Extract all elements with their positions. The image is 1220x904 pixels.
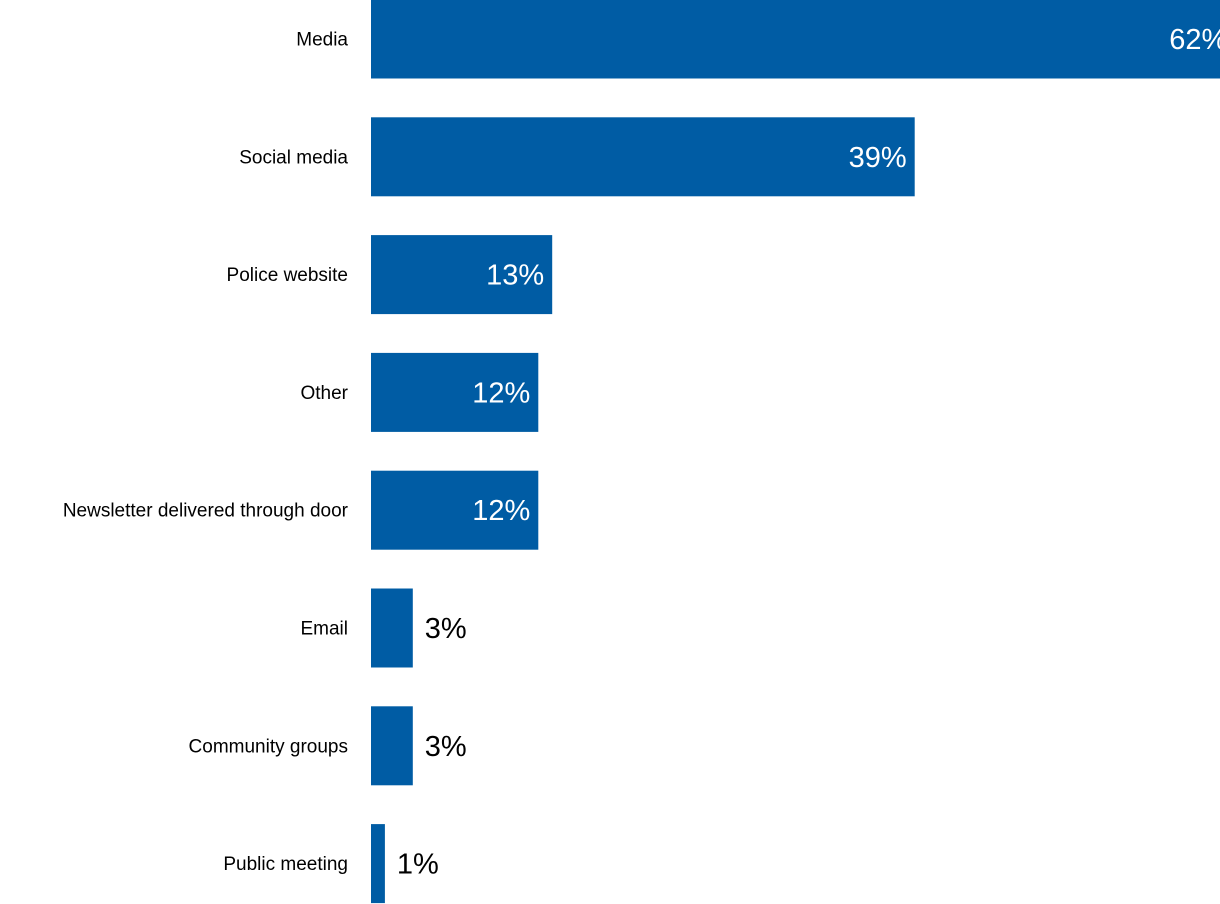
category-label-public-meeting: Public meeting [223, 854, 348, 875]
category-label-community-groups: Community groups [189, 736, 348, 757]
value-label-police-website: 13% [486, 260, 544, 292]
bar-other [371, 352, 539, 432]
bar-community-groups [371, 706, 413, 786]
bar-newsletter-delivered-through-door [371, 470, 539, 550]
value-label-public-meeting: 1% [397, 849, 439, 881]
bar-email [371, 588, 413, 668]
bar-police-website [371, 235, 553, 315]
value-label-other: 12% [472, 377, 530, 409]
value-label-community-groups: 3% [425, 731, 467, 763]
category-label-media: Media [296, 30, 348, 51]
bar-public-meeting [371, 824, 385, 904]
bars-layer [371, 0, 1220, 904]
value-label-email: 3% [425, 613, 467, 645]
category-label-social-media: Social media [239, 147, 348, 168]
value-label-newsletter-delivered-through-door: 12% [472, 495, 530, 527]
bar-social-media [371, 117, 915, 197]
value-label-social-media: 39% [849, 142, 907, 174]
category-label-email: Email [300, 619, 348, 640]
bar-media [371, 0, 1220, 79]
category-label-police-website: Police website [227, 265, 348, 286]
value-label-media: 62% [1169, 24, 1220, 56]
labels-layer: Media 62% Social media 39% Police website 13%… [63, 24, 1220, 881]
category-label-newsletter-delivered-through-door: Newsletter delivered through door [63, 501, 349, 522]
category-label-other: Other [300, 383, 348, 404]
